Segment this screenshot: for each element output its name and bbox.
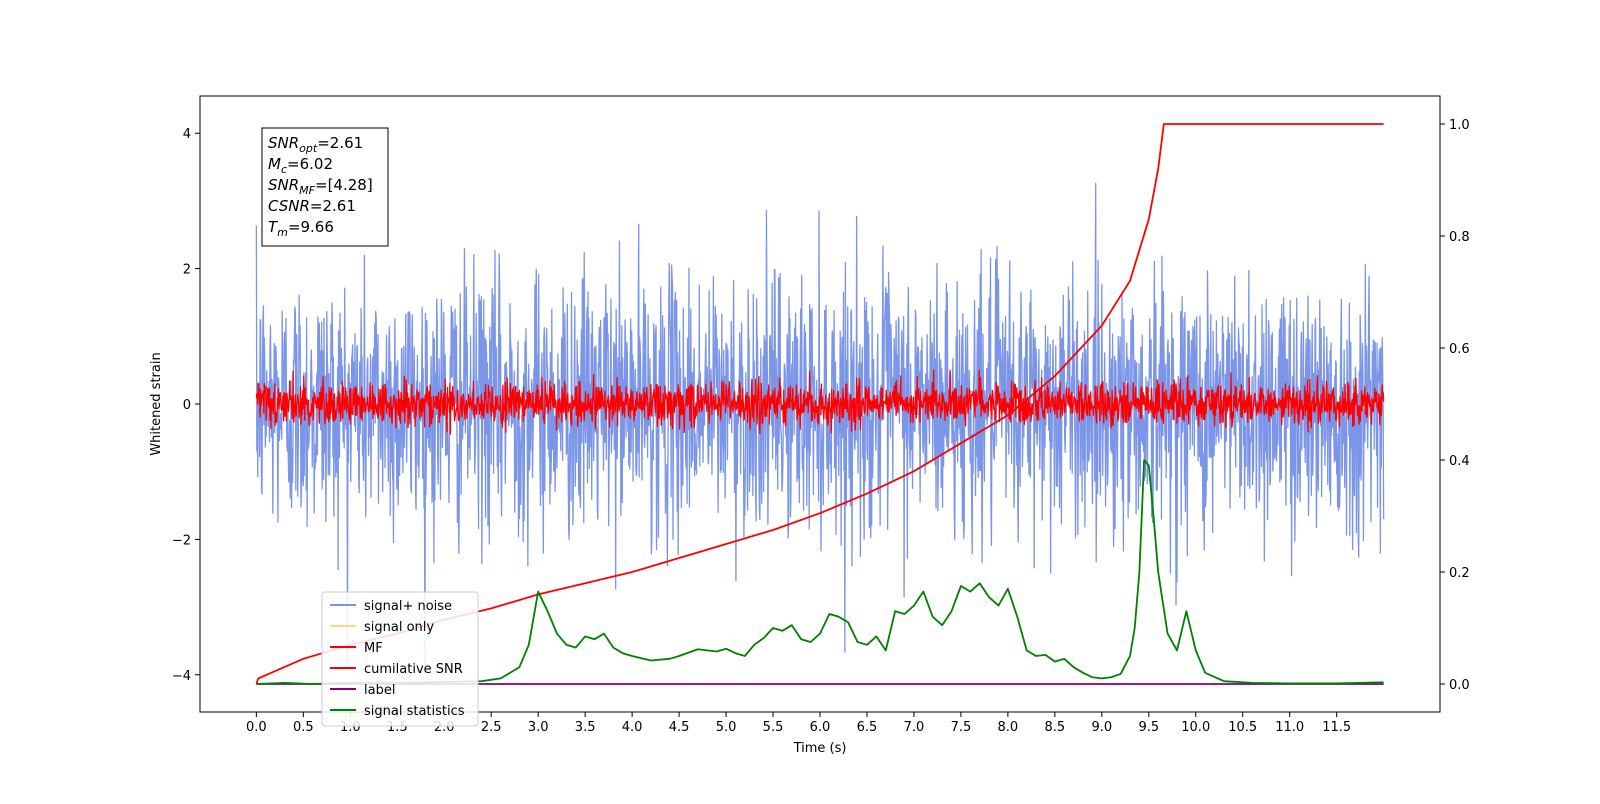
y-right-tick-label: 0.4 (1449, 454, 1470, 469)
y-left-tick-label: −4 (172, 669, 191, 684)
legend-label: cumilative SNR (364, 662, 463, 677)
y-right-tick-label: 0.6 (1449, 342, 1470, 357)
x-tick-label: 8.5 (1045, 720, 1066, 735)
y-right-tick-label: 0.2 (1449, 566, 1470, 581)
info-line: SNRopt=2.61 (268, 134, 363, 155)
x-tick-label: 10.0 (1181, 720, 1210, 735)
x-tick-label: 9.0 (1091, 720, 1112, 735)
x-tick-label: 8.0 (998, 720, 1019, 735)
series-mf (255, 369, 1385, 435)
info-line: SNRMF=[4.28] (268, 176, 373, 197)
y-right-tick-label: 0.8 (1449, 230, 1470, 245)
y-left-tick-label: −2 (172, 533, 191, 548)
x-tick-label: 7.5 (951, 720, 972, 735)
x-tick-label: 5.0 (716, 720, 737, 735)
x-tick-label: 9.5 (1138, 720, 1159, 735)
legend-label: signal only (364, 620, 434, 635)
x-tick-label: 6.5 (857, 720, 878, 735)
x-tick-label: 0.0 (246, 720, 267, 735)
x-tick-label: 10.5 (1228, 720, 1257, 735)
x-tick-label: 3.0 (528, 720, 549, 735)
info-line: Mc=6.02 (268, 155, 333, 176)
x-tick-label: 0.5 (293, 720, 314, 735)
x-tick-label: 4.0 (622, 720, 643, 735)
x-axis-label: Time (s) (793, 741, 847, 756)
legend-label: signal+ noise (364, 599, 452, 614)
y-left-tick-label: 4 (183, 127, 191, 142)
x-tick-label: 7.0 (904, 720, 925, 735)
legend-label: label (364, 683, 395, 698)
x-tick-label: 11.0 (1275, 720, 1304, 735)
y-axis-left: −4 −2 0 2 4 (172, 127, 200, 684)
legend-frame (321, 591, 479, 727)
info-line: Tm=9.66 (268, 218, 334, 239)
x-tick-label: 11.5 (1322, 720, 1351, 735)
series-signal-noise (255, 182, 1385, 675)
x-tick-label: 6.0 (810, 720, 831, 735)
legend-label: signal statistics (364, 704, 465, 719)
info-line: CSNR=2.61 (268, 197, 356, 215)
y-axis-label-left: Whitened strain (149, 352, 164, 455)
y-left-tick-label: 2 (183, 263, 191, 278)
x-tick-label: 5.5 (763, 720, 784, 735)
series-signal-statistics (256, 459, 1384, 685)
y-right-tick-label: 1.0 (1449, 118, 1470, 133)
legend-label: MF (364, 641, 383, 656)
info-box-frame (261, 127, 389, 247)
x-tick-label: 3.5 (575, 720, 596, 735)
y-left-tick-label: 0 (183, 398, 191, 413)
y-right-tick-label: 0.0 (1449, 678, 1470, 693)
y-axis-right: 0.0 0.2 0.4 0.6 0.8 1.0 (1440, 118, 1470, 693)
x-tick-label: 4.5 (669, 720, 690, 735)
legend: signal+ noise signal only MF cumilative SNR… (321, 591, 479, 727)
x-tick-label: 2.5 (481, 720, 502, 735)
